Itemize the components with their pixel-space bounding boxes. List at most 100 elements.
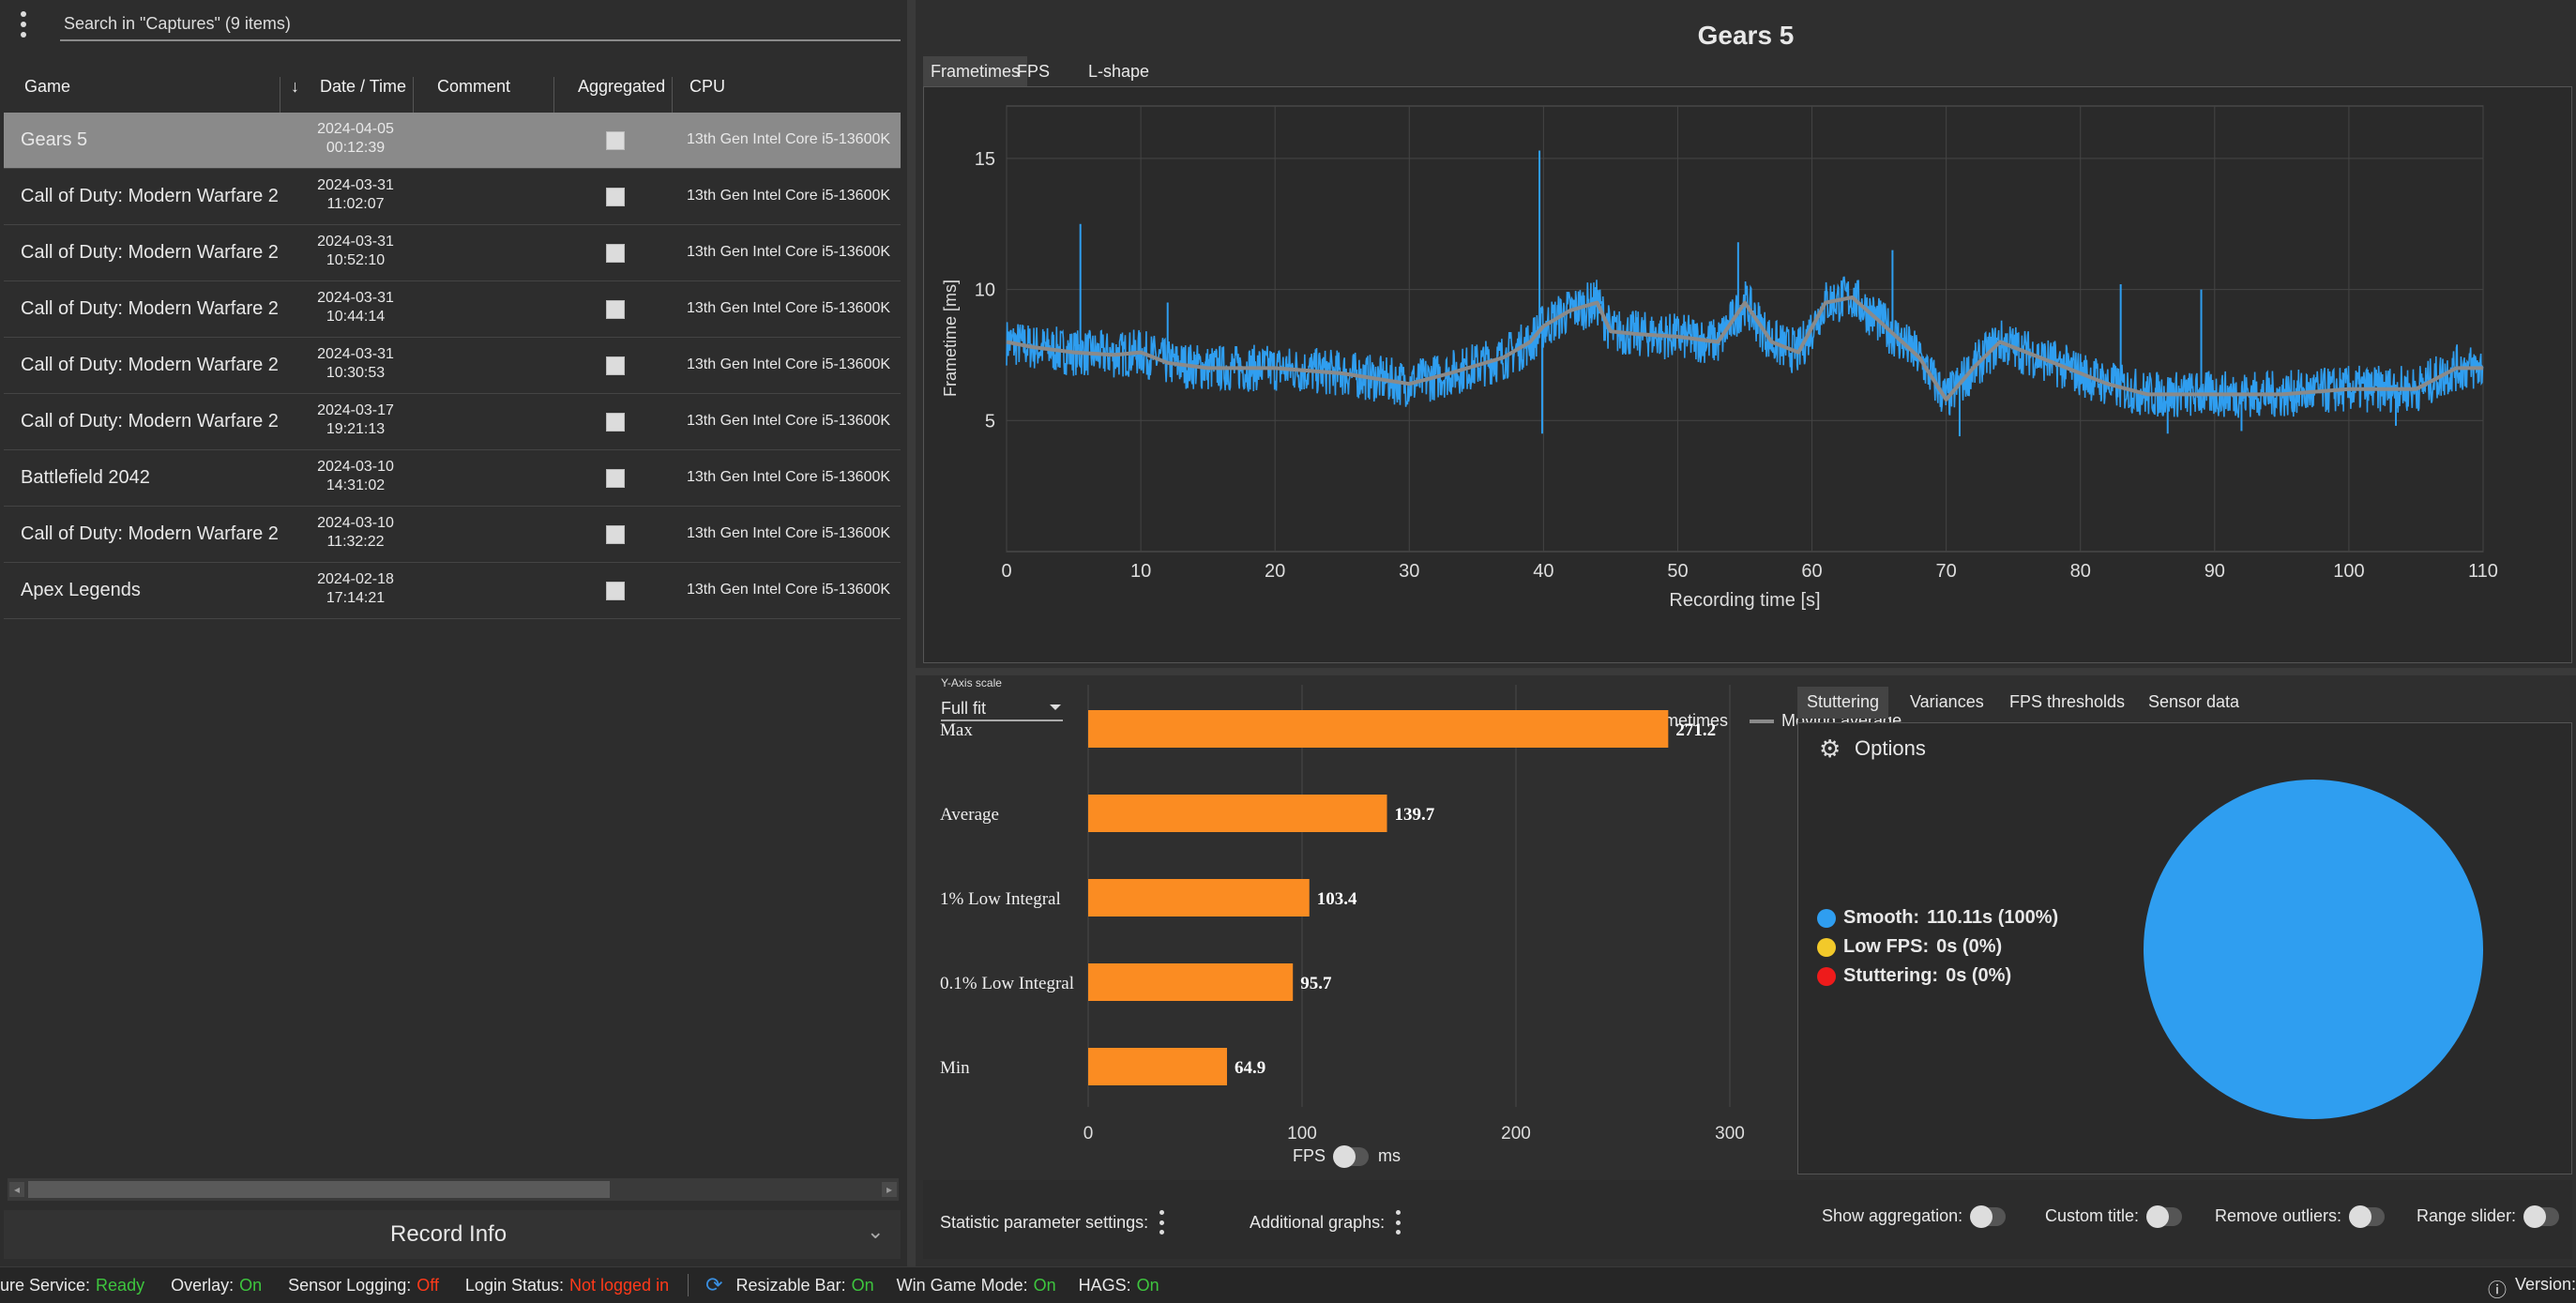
show-aggregation[interactable]: Show aggregation:: [1822, 1205, 2007, 1228]
range-slider[interactable]: Range slider:: [2417, 1205, 2560, 1228]
horizontal-scrollbar[interactable]: ◂ ▸: [8, 1178, 899, 1201]
remove-outliers-toggle[interactable]: [2349, 1205, 2386, 1228]
record-info-label: Record Info: [390, 1221, 508, 1247]
col-header-comment[interactable]: Comment: [437, 77, 511, 96]
legend-smooth: Smooth: 110.11s (100%): [1817, 903, 2058, 932]
range-slider-toggle[interactable]: [2523, 1205, 2560, 1228]
aggregated-checkbox[interactable]: [606, 244, 625, 263]
x-tick-label: 0: [1001, 561, 1011, 582]
col-header-aggregated[interactable]: Aggregated: [578, 77, 666, 96]
fps-ms-toggle[interactable]: [1333, 1144, 1370, 1168]
show-aggregation-toggle[interactable]: [1970, 1205, 2007, 1228]
tab-stuttering[interactable]: Stuttering: [1797, 687, 1889, 719]
tab-frametimes[interactable]: Frametimes: [923, 56, 1028, 86]
row-datetime: 2024-03-10 11:32:22: [317, 515, 394, 550]
chevron-down-icon[interactable]: ⌄: [867, 1220, 885, 1243]
stuttering-tabs: Stuttering Variances FPS thresholds Sens…: [1797, 687, 2266, 719]
options-button[interactable]: ⚙ Options: [1819, 735, 1926, 763]
menu-kebab-icon[interactable]: [19, 11, 28, 38]
column-separator[interactable]: [553, 77, 554, 113]
row-datetime: 2024-04-05 00:12:39: [317, 121, 394, 156]
series-moving-average: [1006, 295, 2483, 402]
captures-panel: Game ↓ Date / Time Comment Aggregated CP…: [0, 0, 907, 1266]
tab-sensor-data[interactable]: Sensor data: [2148, 692, 2240, 711]
remove-outliers[interactable]: Remove outliers:: [2215, 1205, 2386, 1228]
table-row[interactable]: Call of Duty: Modern Warfare 2 2024-03-1…: [4, 507, 901, 563]
additional-graphs[interactable]: Additional graphs:: [1250, 1210, 1402, 1235]
aggregated-checkbox[interactable]: [606, 188, 625, 206]
row-cpu: 13th Gen Intel Core i5-13600K: [687, 131, 891, 147]
tab-variances[interactable]: Variances: [1910, 692, 1984, 711]
col-header-datetime[interactable]: Date / Time: [320, 77, 407, 96]
sort-arrow-down-icon[interactable]: ↓: [291, 77, 299, 96]
x-tick-label: 10: [1130, 561, 1151, 582]
row-cpu: 13th Gen Intel Core i5-13600K: [687, 356, 891, 372]
bar-category-label: Min: [940, 1058, 970, 1078]
fps-ms-switch[interactable]: FPS ms: [1293, 1144, 1401, 1168]
y-tick-label: 5: [985, 411, 995, 432]
row-cpu: 13th Gen Intel Core i5-13600K: [687, 244, 891, 260]
table-row[interactable]: Call of Duty: Modern Warfare 2 2024-03-3…: [4, 225, 901, 281]
tab-fps-thresholds[interactable]: FPS thresholds: [2009, 692, 2126, 711]
tab-fps[interactable]: FPS: [1017, 62, 1051, 81]
table-row[interactable]: Apex Legends 2024-02-18 17:14:21 13th Gen…: [4, 563, 901, 619]
legend-stuttering: Stuttering: 0s (0%): [1817, 962, 2058, 991]
col-header-game[interactable]: Game: [24, 77, 71, 96]
info-icon[interactable]: ⓘ: [2488, 1280, 2507, 1301]
bar-category-label: Average: [940, 805, 999, 825]
column-separator[interactable]: [413, 77, 414, 113]
table-row[interactable]: Call of Duty: Modern Warfare 2 2024-03-1…: [4, 394, 901, 450]
table-row[interactable]: Call of Duty: Modern Warfare 2 2024-03-3…: [4, 281, 901, 338]
more-vertical-icon[interactable]: [1158, 1210, 1165, 1235]
aggregated-checkbox[interactable]: [606, 131, 625, 150]
x-tick-label: 50: [1667, 561, 1688, 582]
statistics-bar-chart: 0 100 200 300 Max 271.2 Average 139.7 1% Low Int…: [940, 685, 1745, 1144]
scroll-right-icon[interactable]: ▸: [882, 1182, 897, 1197]
more-vertical-icon[interactable]: [1394, 1210, 1402, 1235]
bar-value-label: 103.4: [1317, 889, 1357, 909]
status-hags: HAGS: On: [1078, 1275, 1159, 1295]
aggregated-checkbox[interactable]: [606, 356, 625, 375]
splitter[interactable]: [907, 0, 916, 1266]
aggregated-checkbox[interactable]: [606, 300, 625, 319]
status-overlay: Overlay: On: [171, 1275, 263, 1295]
y-axis-label: Frametime [ms]: [941, 280, 960, 397]
bar: [1088, 879, 1310, 917]
frametimes-chart: 0 10 20 30 40 50 60 70 80 90 100 110 5 10 15 Recording …: [941, 105, 2498, 611]
custom-title-toggle[interactable]: [2146, 1205, 2183, 1228]
fps-label: FPS: [1293, 1146, 1326, 1165]
record-info-expander[interactable]: Record Info ⌄: [4, 1210, 901, 1259]
statistic-settings[interactable]: Statistic parameter settings:: [940, 1210, 1165, 1235]
x-tick-label: 200: [1501, 1124, 1531, 1144]
legend-swatch: [1750, 719, 1774, 723]
aggregated-checkbox[interactable]: [606, 525, 625, 544]
search-input[interactable]: [60, 8, 901, 41]
column-separator[interactable]: [672, 77, 673, 113]
bar-category-label: 1% Low Integral: [940, 889, 1061, 909]
tab-l-shape[interactable]: L-shape: [1088, 62, 1150, 81]
table-row[interactable]: Call of Duty: Modern Warfare 2 2024-03-3…: [4, 169, 901, 225]
refresh-icon[interactable]: ⟳: [705, 1273, 723, 1296]
scrollbar-thumb[interactable]: [28, 1181, 610, 1198]
analysis-panel: Gears 5 Frametimes FPS L-shape 0 10 20 30 40…: [916, 0, 2576, 1266]
table-row[interactable]: Gears 5 2024-04-05 00:12:39 13th Gen Inte…: [4, 113, 901, 169]
custom-title[interactable]: Custom title:: [2045, 1205, 2183, 1228]
row-game: Call of Duty: Modern Warfare 2: [21, 242, 279, 263]
table-row[interactable]: Call of Duty: Modern Warfare 2 2024-03-3…: [4, 338, 901, 394]
x-axis-label: Recording time [s]: [1669, 590, 1820, 611]
table-row[interactable]: Battlefield 2042 2024-03-10 14:31:02 13th…: [4, 450, 901, 507]
statistics-bar-panel: 0 100 200 300 Max 271.2 Average 139.7 1% Low Int…: [916, 675, 1797, 1173]
row-game: Call of Duty: Modern Warfare 2: [21, 355, 279, 375]
bar: [1088, 1048, 1227, 1085]
status-separator: [688, 1274, 689, 1296]
splitter[interactable]: [916, 668, 2576, 675]
aggregated-checkbox[interactable]: [606, 582, 625, 600]
bar-value-label: 64.9: [1235, 1058, 1265, 1078]
x-tick-label: 20: [1265, 561, 1285, 582]
scroll-left-icon[interactable]: ◂: [9, 1182, 24, 1197]
aggregated-checkbox[interactable]: [606, 469, 625, 488]
aggregated-checkbox[interactable]: [606, 413, 625, 432]
frametimes-chart-panel: 0 10 20 30 40 50 60 70 80 90 100 110 5 10 15 Recording …: [923, 86, 2572, 730]
col-header-cpu[interactable]: CPU: [689, 77, 726, 96]
yaxis-scale-select[interactable]: Full fit: [941, 695, 1063, 721]
